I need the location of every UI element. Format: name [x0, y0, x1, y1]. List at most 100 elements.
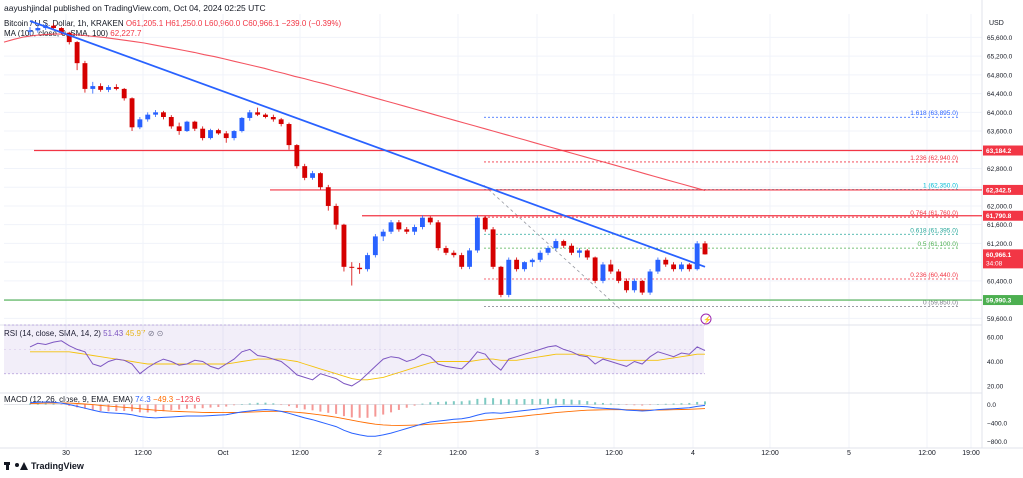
macd-histogram-bar	[429, 402, 432, 405]
low-value: L60,960.0	[204, 19, 241, 28]
candle-body	[58, 28, 64, 33]
price-axis-tick: 61,200.0	[987, 241, 1013, 248]
candle-body	[655, 259, 661, 272]
macd-histogram-bar	[641, 404, 644, 406]
tradingview-wordmark: TradingView	[31, 461, 84, 471]
macd-histogram-bar	[484, 397, 487, 405]
macd-histogram-bar	[672, 403, 675, 405]
time-axis-label: 3	[535, 450, 539, 457]
candle-body	[663, 259, 669, 265]
candle-body	[294, 145, 300, 167]
price-axis-tick: 64,800.0	[987, 72, 1013, 79]
macd-histogram-bar	[397, 404, 400, 410]
rsi-axis-tick: 20.00	[987, 383, 1004, 390]
macd-axis-tick: −800.0	[987, 439, 1007, 446]
time-axis-label: 12:00	[291, 450, 309, 457]
time-axis-label: 30	[62, 450, 70, 457]
macd-histogram-bar	[444, 401, 447, 405]
macd-histogram-bar	[319, 404, 322, 412]
macd-histogram-bar	[562, 398, 565, 405]
ma-legend[interactable]: MA (100, close, 0, SMA, 100) 62,227.7	[4, 29, 141, 38]
candle-body	[372, 236, 378, 256]
macd-histogram-bar	[452, 401, 455, 405]
candle-body	[616, 271, 622, 281]
macd-histogram-bar	[374, 404, 377, 417]
currency-label: USD	[989, 20, 1004, 27]
macd-histogram-bar	[303, 404, 306, 410]
candle-body	[98, 86, 104, 90]
candle-body	[514, 259, 520, 270]
macd-histogram-bar	[617, 404, 620, 405]
price-level-value: 62,342.5	[986, 187, 1012, 194]
macd-histogram-bar	[578, 400, 581, 405]
candle-body	[592, 257, 598, 281]
macd-hist-value: −123.6	[175, 395, 201, 404]
candle-body	[35, 28, 41, 31]
rsi-pane: 60.00 40.00 20.00	[4, 324, 1004, 390]
price-axis-tick: 64,000.0	[987, 110, 1013, 117]
candle-body	[74, 42, 80, 64]
macd-histogram-bar	[539, 398, 542, 405]
macd-histogram-bar	[382, 404, 385, 415]
open-value: O61,205.1	[125, 19, 164, 28]
candle-body	[537, 252, 543, 260]
macd-histogram-bar	[288, 404, 291, 407]
macd-histogram-bar	[342, 404, 345, 417]
candle-body	[702, 243, 708, 255]
candle-body	[694, 243, 700, 270]
macd-histogram-bar	[256, 402, 259, 405]
time-axis-label: 12:00	[918, 450, 936, 457]
candle-body	[231, 131, 237, 139]
candle-body	[412, 227, 418, 232]
candle-body	[302, 166, 308, 178]
candle-body	[474, 217, 480, 251]
rsi-legend[interactable]: RSI (14, close, SMA, 14, 2) 51.43 45.97 …	[4, 329, 163, 338]
tradingview-logo[interactable]: TradingView	[4, 461, 84, 471]
macd-histogram-bar	[162, 404, 165, 412]
time-axis-label: 12:00	[134, 450, 152, 457]
macd-signal-line	[29, 402, 706, 426]
macd-histogram-bar	[366, 404, 369, 418]
macd-histogram-bar	[594, 402, 597, 405]
price-axis-tick: 59,600.0	[987, 316, 1013, 323]
macd-histogram-bar	[515, 399, 518, 405]
macd-histogram-bar	[280, 404, 283, 406]
macd-label: MACD (12, 26, close, 9, EMA, EMA)	[4, 395, 133, 404]
candle-body	[584, 250, 590, 258]
macd-histogram-bar	[680, 403, 683, 405]
candle-body	[639, 280, 645, 293]
macd-histogram-bar	[68, 404, 71, 406]
macd-histogram-bar	[507, 399, 510, 405]
macd-histogram-bar	[531, 398, 534, 405]
macd-histogram-bar	[688, 402, 691, 405]
candle-body	[631, 280, 637, 291]
candle-body	[679, 264, 684, 270]
macd-histogram-bar	[170, 404, 173, 411]
tradingview-dot-icon	[15, 463, 19, 467]
ma-100-line	[3, 33, 706, 192]
candle-body	[365, 255, 370, 270]
price-level-value: 60,966.1	[986, 252, 1012, 259]
macd-histogram-bar	[390, 404, 393, 413]
macd-histogram-bar	[499, 399, 502, 405]
price-level-value: 59,990.3	[986, 298, 1012, 305]
candle-body	[388, 222, 394, 232]
macd-histogram-bar	[154, 404, 157, 413]
macd-histogram-bar	[107, 404, 110, 412]
macd-histogram-bar	[272, 403, 275, 405]
macd-histogram-bar	[91, 404, 94, 410]
ma-value: 62,227.7	[110, 29, 142, 38]
symbol-title[interactable]: Bitcoin / U.S. Dollar, 1h, KRAKEN	[4, 19, 124, 28]
macd-histogram-bar	[704, 401, 706, 405]
candle-body	[113, 87, 119, 89]
candle-body	[27, 30, 33, 32]
candle-body	[404, 229, 410, 232]
price-level-tag	[983, 295, 1023, 306]
macd-histogram-bar	[413, 404, 416, 406]
price-axis-tick: 62,000.0	[987, 203, 1013, 210]
close-value: C60,966.1	[242, 19, 280, 28]
rsi-settings-icon[interactable]: ⊘ ⊙	[147, 329, 164, 338]
macd-histogram-bar	[656, 404, 659, 405]
macd-axis-tick: 0.0	[987, 402, 996, 409]
